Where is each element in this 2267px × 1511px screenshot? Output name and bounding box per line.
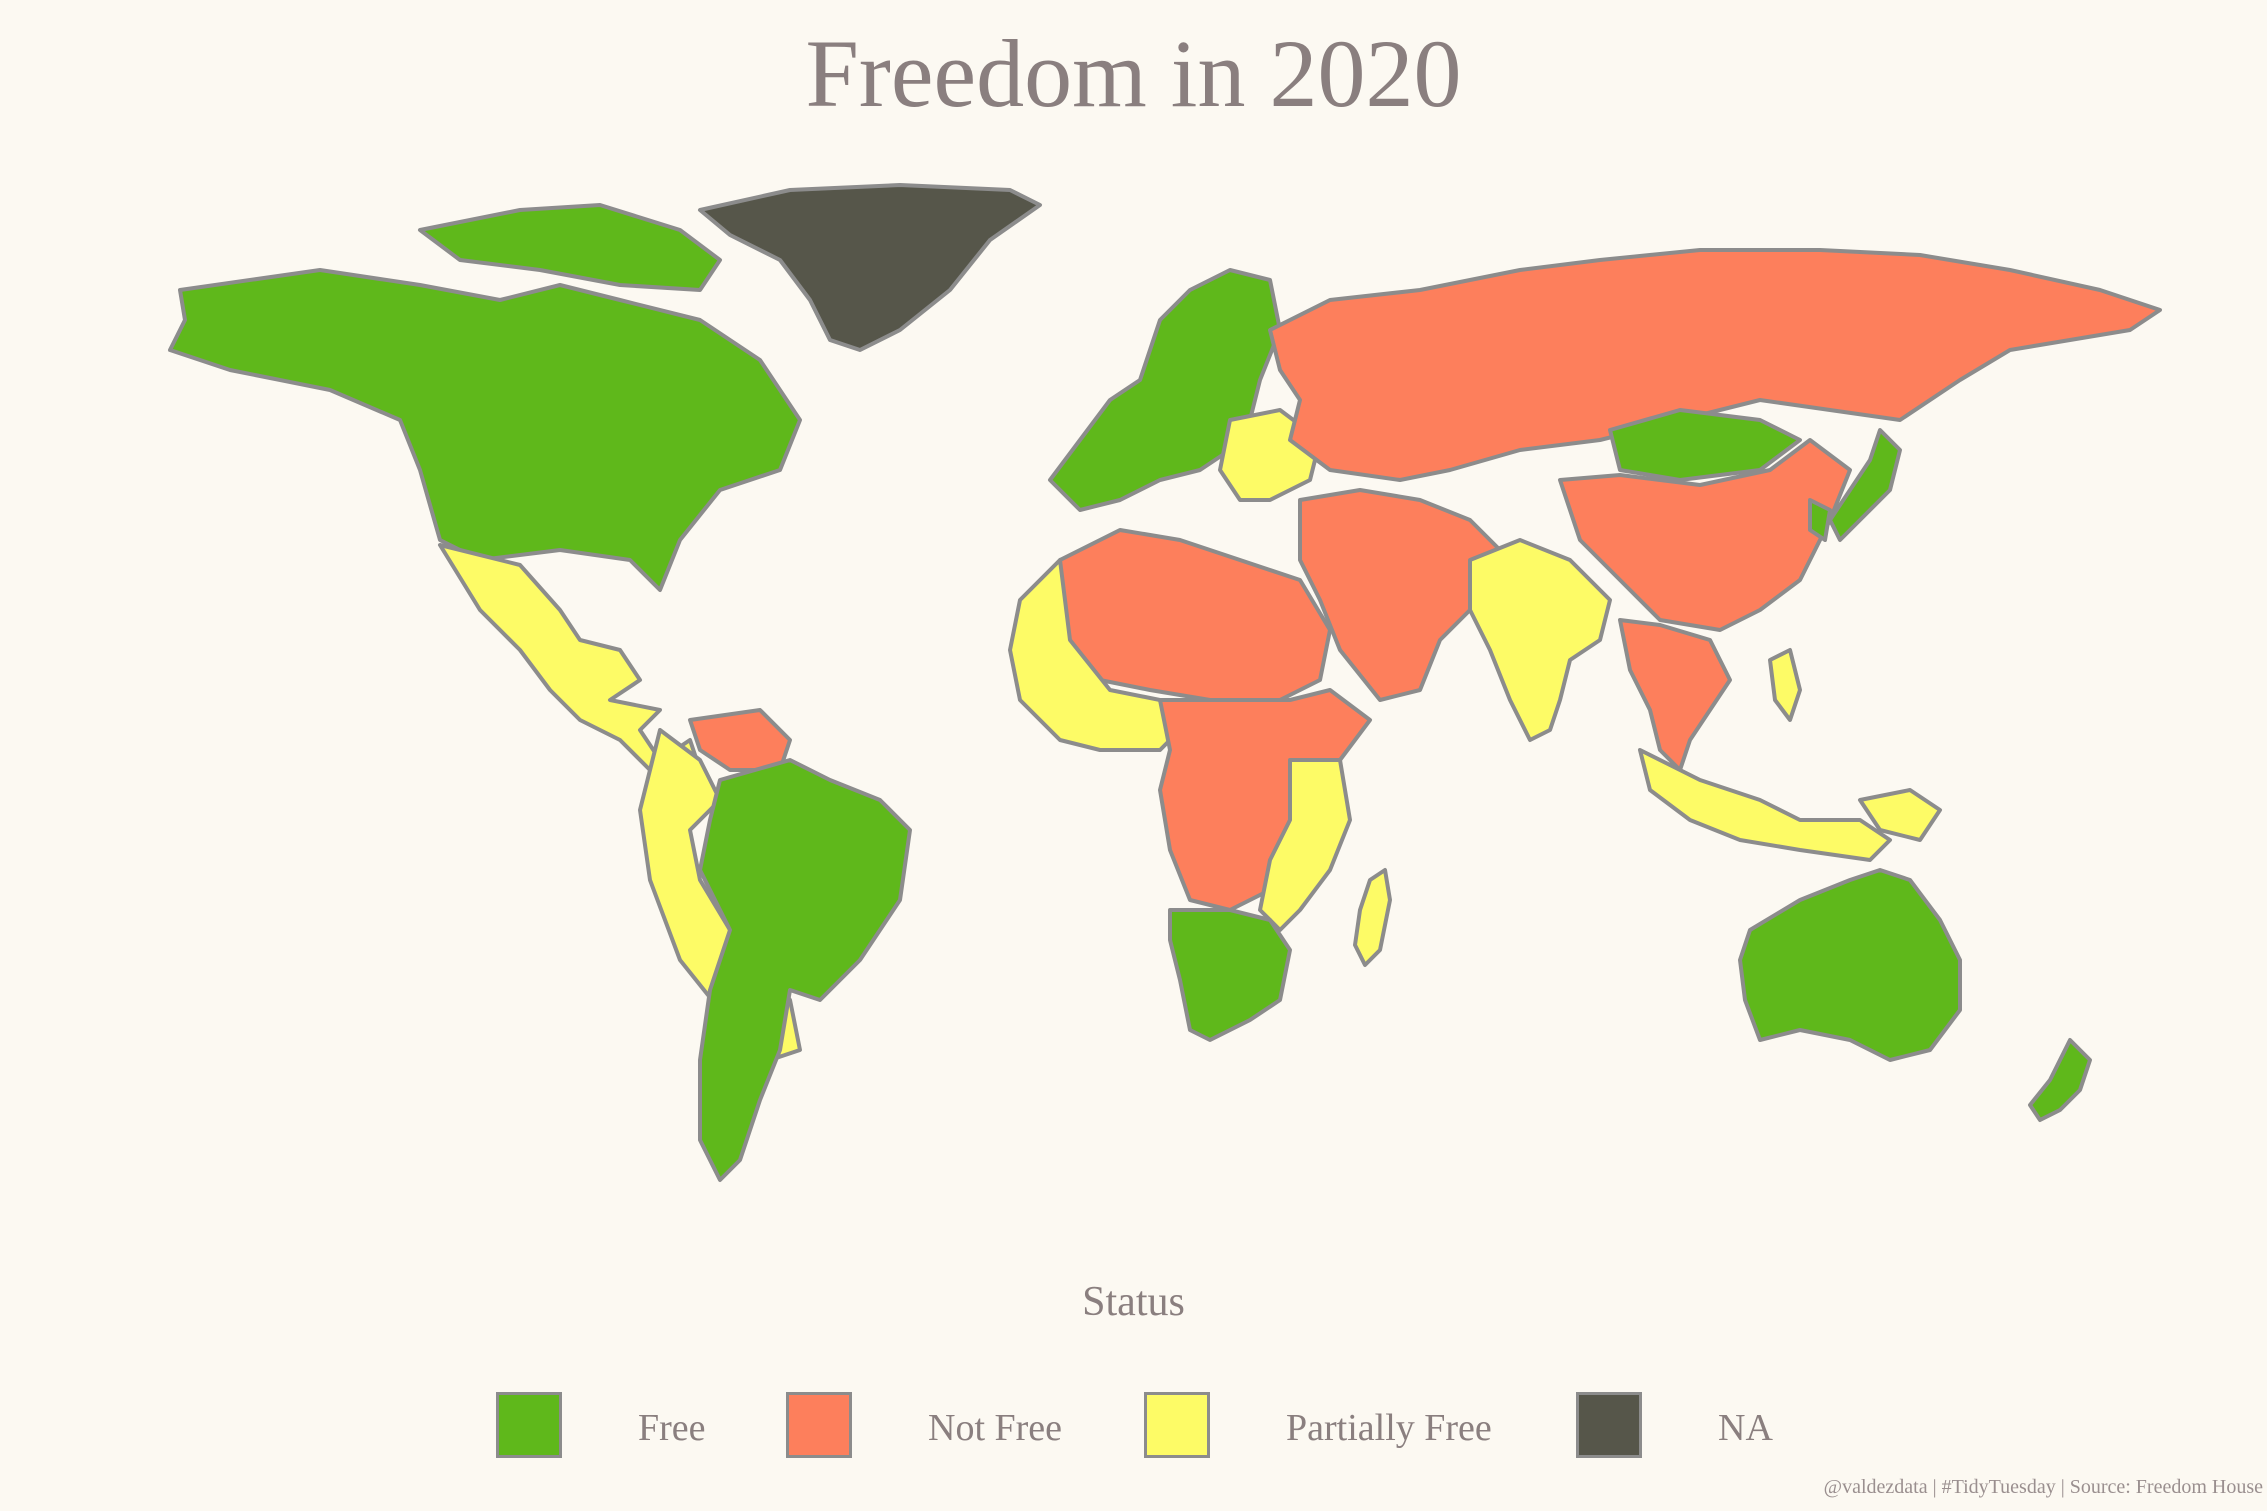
region-indonesia[interactable] — [1638, 748, 1892, 862]
legend-title: Status — [1082, 1279, 1185, 1325]
legend-swatch-partially-free — [1144, 1392, 1210, 1458]
legend-label-na: NA — [1718, 1407, 1773, 1449]
legend-label-partially-free: Partially Free — [1286, 1407, 1492, 1449]
region-mongolia[interactable] — [1608, 408, 1802, 482]
legend-swatch-free — [496, 1392, 562, 1458]
map-title: Freedom in 2020 — [805, 20, 1462, 127]
region-venezuela[interactable] — [688, 708, 792, 772]
region-new-zealand[interactable] — [2028, 1038, 2092, 1122]
region-middle-east[interactable] — [1298, 488, 1512, 702]
region-north-america[interactable] — [168, 268, 802, 592]
region-greenland[interactable] — [698, 183, 1042, 352]
region-australia[interactable] — [1738, 868, 1962, 1062]
source-caption: @valdezdata | #TidyTuesday | Source: Fre… — [1823, 1476, 2263, 1498]
region-east-africa[interactable] — [1258, 758, 1352, 932]
region-japan-korea[interactable] — [1808, 428, 1902, 542]
region-russia-central-asia[interactable] — [1268, 248, 2162, 482]
region-southern-africa[interactable] — [1168, 908, 1292, 1042]
region-north-africa[interactable] — [1058, 528, 1332, 702]
region-india[interactable] — [1468, 538, 1612, 742]
legend: Free Not Free Partially Free NA — [0, 1392, 2267, 1472]
region-south-america[interactable] — [698, 758, 912, 1182]
region-southeast-asia[interactable] — [1618, 618, 1732, 772]
region-canada-islands[interactable] — [418, 203, 722, 292]
legend-label-not-free: Not Free — [928, 1407, 1063, 1449]
region-china[interactable] — [1558, 438, 1852, 632]
legend-label-free: Free — [638, 1407, 706, 1449]
region-philippines-png[interactable] — [1768, 648, 1942, 842]
legend-swatch-na — [1576, 1392, 1642, 1458]
region-madagascar[interactable] — [1353, 868, 1392, 967]
legend-swatch-not-free — [786, 1392, 852, 1458]
